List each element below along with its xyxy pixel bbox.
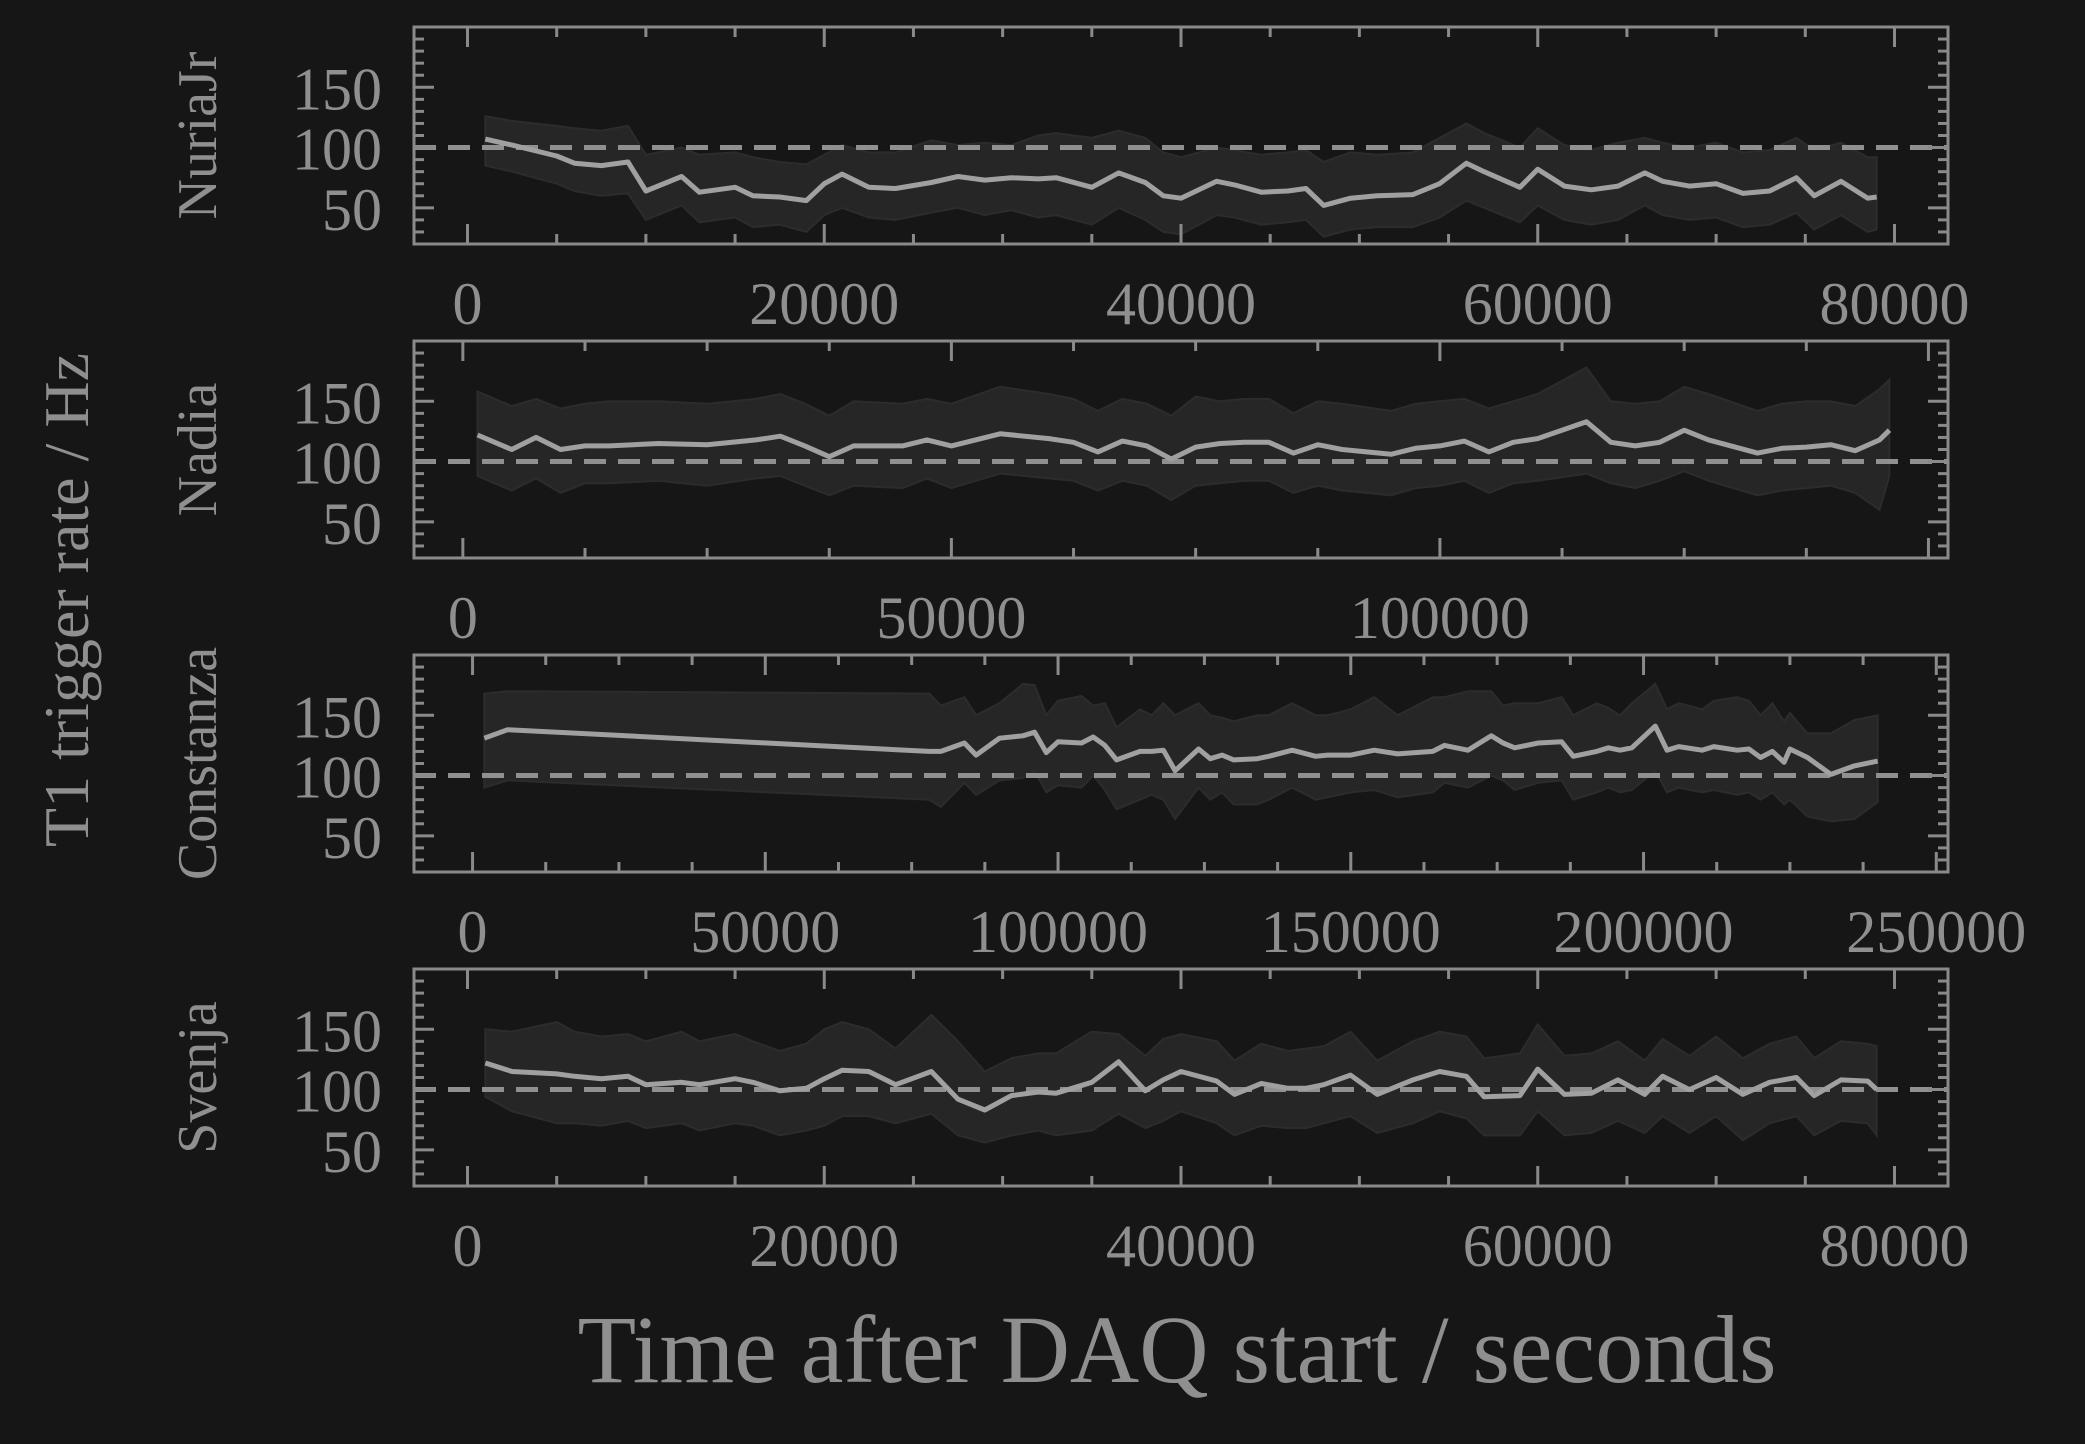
x-tick-label: 40000 (1106, 271, 1256, 337)
subplot-label: Svenja (167, 1001, 229, 1154)
y-tick-label: 100 (292, 431, 382, 497)
x-tick-label: 150000 (1261, 899, 1441, 965)
series-line (483, 723, 1879, 777)
figure-ylabel: T1 trigger rate / Hz (31, 353, 102, 847)
y-tick-label: 150 (292, 998, 382, 1064)
x-tick-label: 60000 (1463, 1213, 1613, 1279)
x-tick-label: 20000 (749, 1213, 899, 1279)
series-line (484, 136, 1878, 208)
x-tick-label: 40000 (1106, 1213, 1256, 1279)
y-tick-label: 100 (292, 1059, 382, 1125)
y-tick-label: 50 (322, 491, 382, 557)
y-tick-label: 100 (292, 117, 382, 183)
x-tick-label: 80000 (1819, 271, 1969, 337)
x-tick-label: 100000 (1350, 585, 1530, 651)
x-tick-label: 60000 (1463, 271, 1613, 337)
figure-xlabel: Time after DAQ start / seconds (578, 1296, 1777, 1403)
x-tick-label: 80000 (1819, 1213, 1969, 1279)
y-tick-label: 50 (322, 1119, 382, 1185)
y-tick-label: 50 (322, 805, 382, 871)
subplot-label: Constanza (167, 647, 229, 880)
uncertainty-band (483, 682, 1879, 823)
y-tick-label: 50 (322, 177, 382, 243)
x-tick-label: 0 (453, 271, 483, 337)
y-tick-label: 150 (292, 684, 382, 750)
uncertainty-band (484, 1013, 1878, 1144)
series-line (476, 419, 1892, 462)
x-tick-label: 100000 (968, 899, 1148, 965)
uncertainty-band (476, 366, 1891, 512)
y-tick-label: 150 (292, 56, 382, 122)
y-tick-label: 100 (292, 745, 382, 811)
y-tick-label: 150 (292, 370, 382, 436)
subplot-label: NuriaJr (167, 51, 229, 219)
x-tick-label: 50000 (876, 585, 1026, 651)
series-line (484, 1059, 1879, 1113)
x-tick-label: 0 (448, 585, 478, 651)
x-tick-label: 0 (453, 1213, 483, 1279)
x-tick-label: 20000 (749, 271, 899, 337)
x-tick-label: 50000 (690, 899, 840, 965)
subplot-label: Nadia (167, 383, 229, 517)
x-tick-label: 250000 (1846, 899, 2026, 965)
uncertainty-band (484, 115, 1878, 238)
x-tick-label: 0 (458, 899, 488, 965)
x-tick-label: 200000 (1554, 899, 1734, 965)
